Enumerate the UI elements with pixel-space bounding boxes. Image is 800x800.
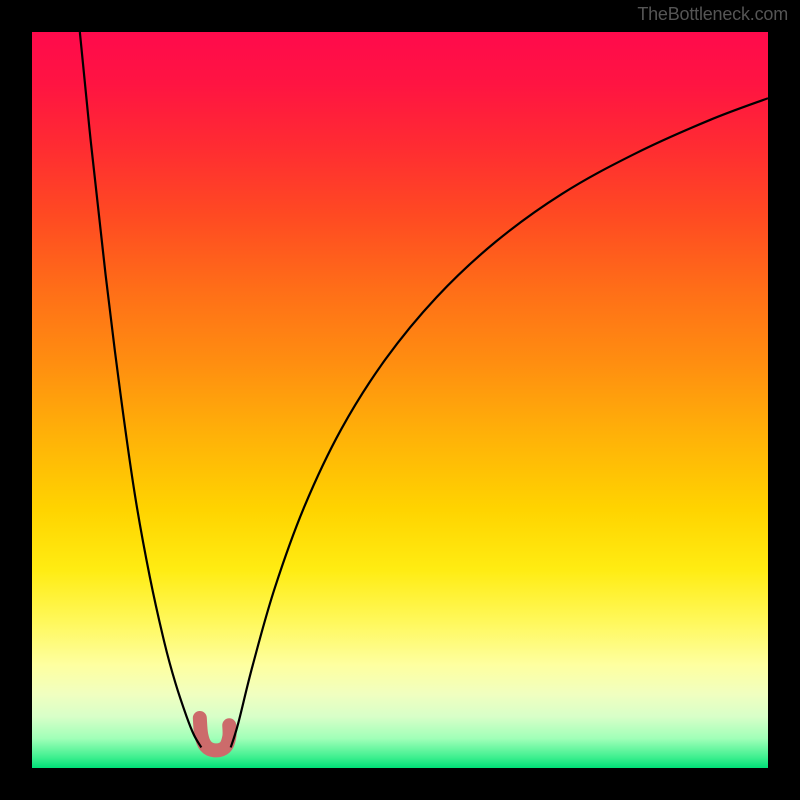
bottleneck-curve-chart	[32, 32, 768, 768]
plot-area	[32, 32, 768, 768]
watermark-label: TheBottleneck.com	[637, 4, 788, 25]
chart-container: TheBottleneck.com	[0, 0, 800, 800]
